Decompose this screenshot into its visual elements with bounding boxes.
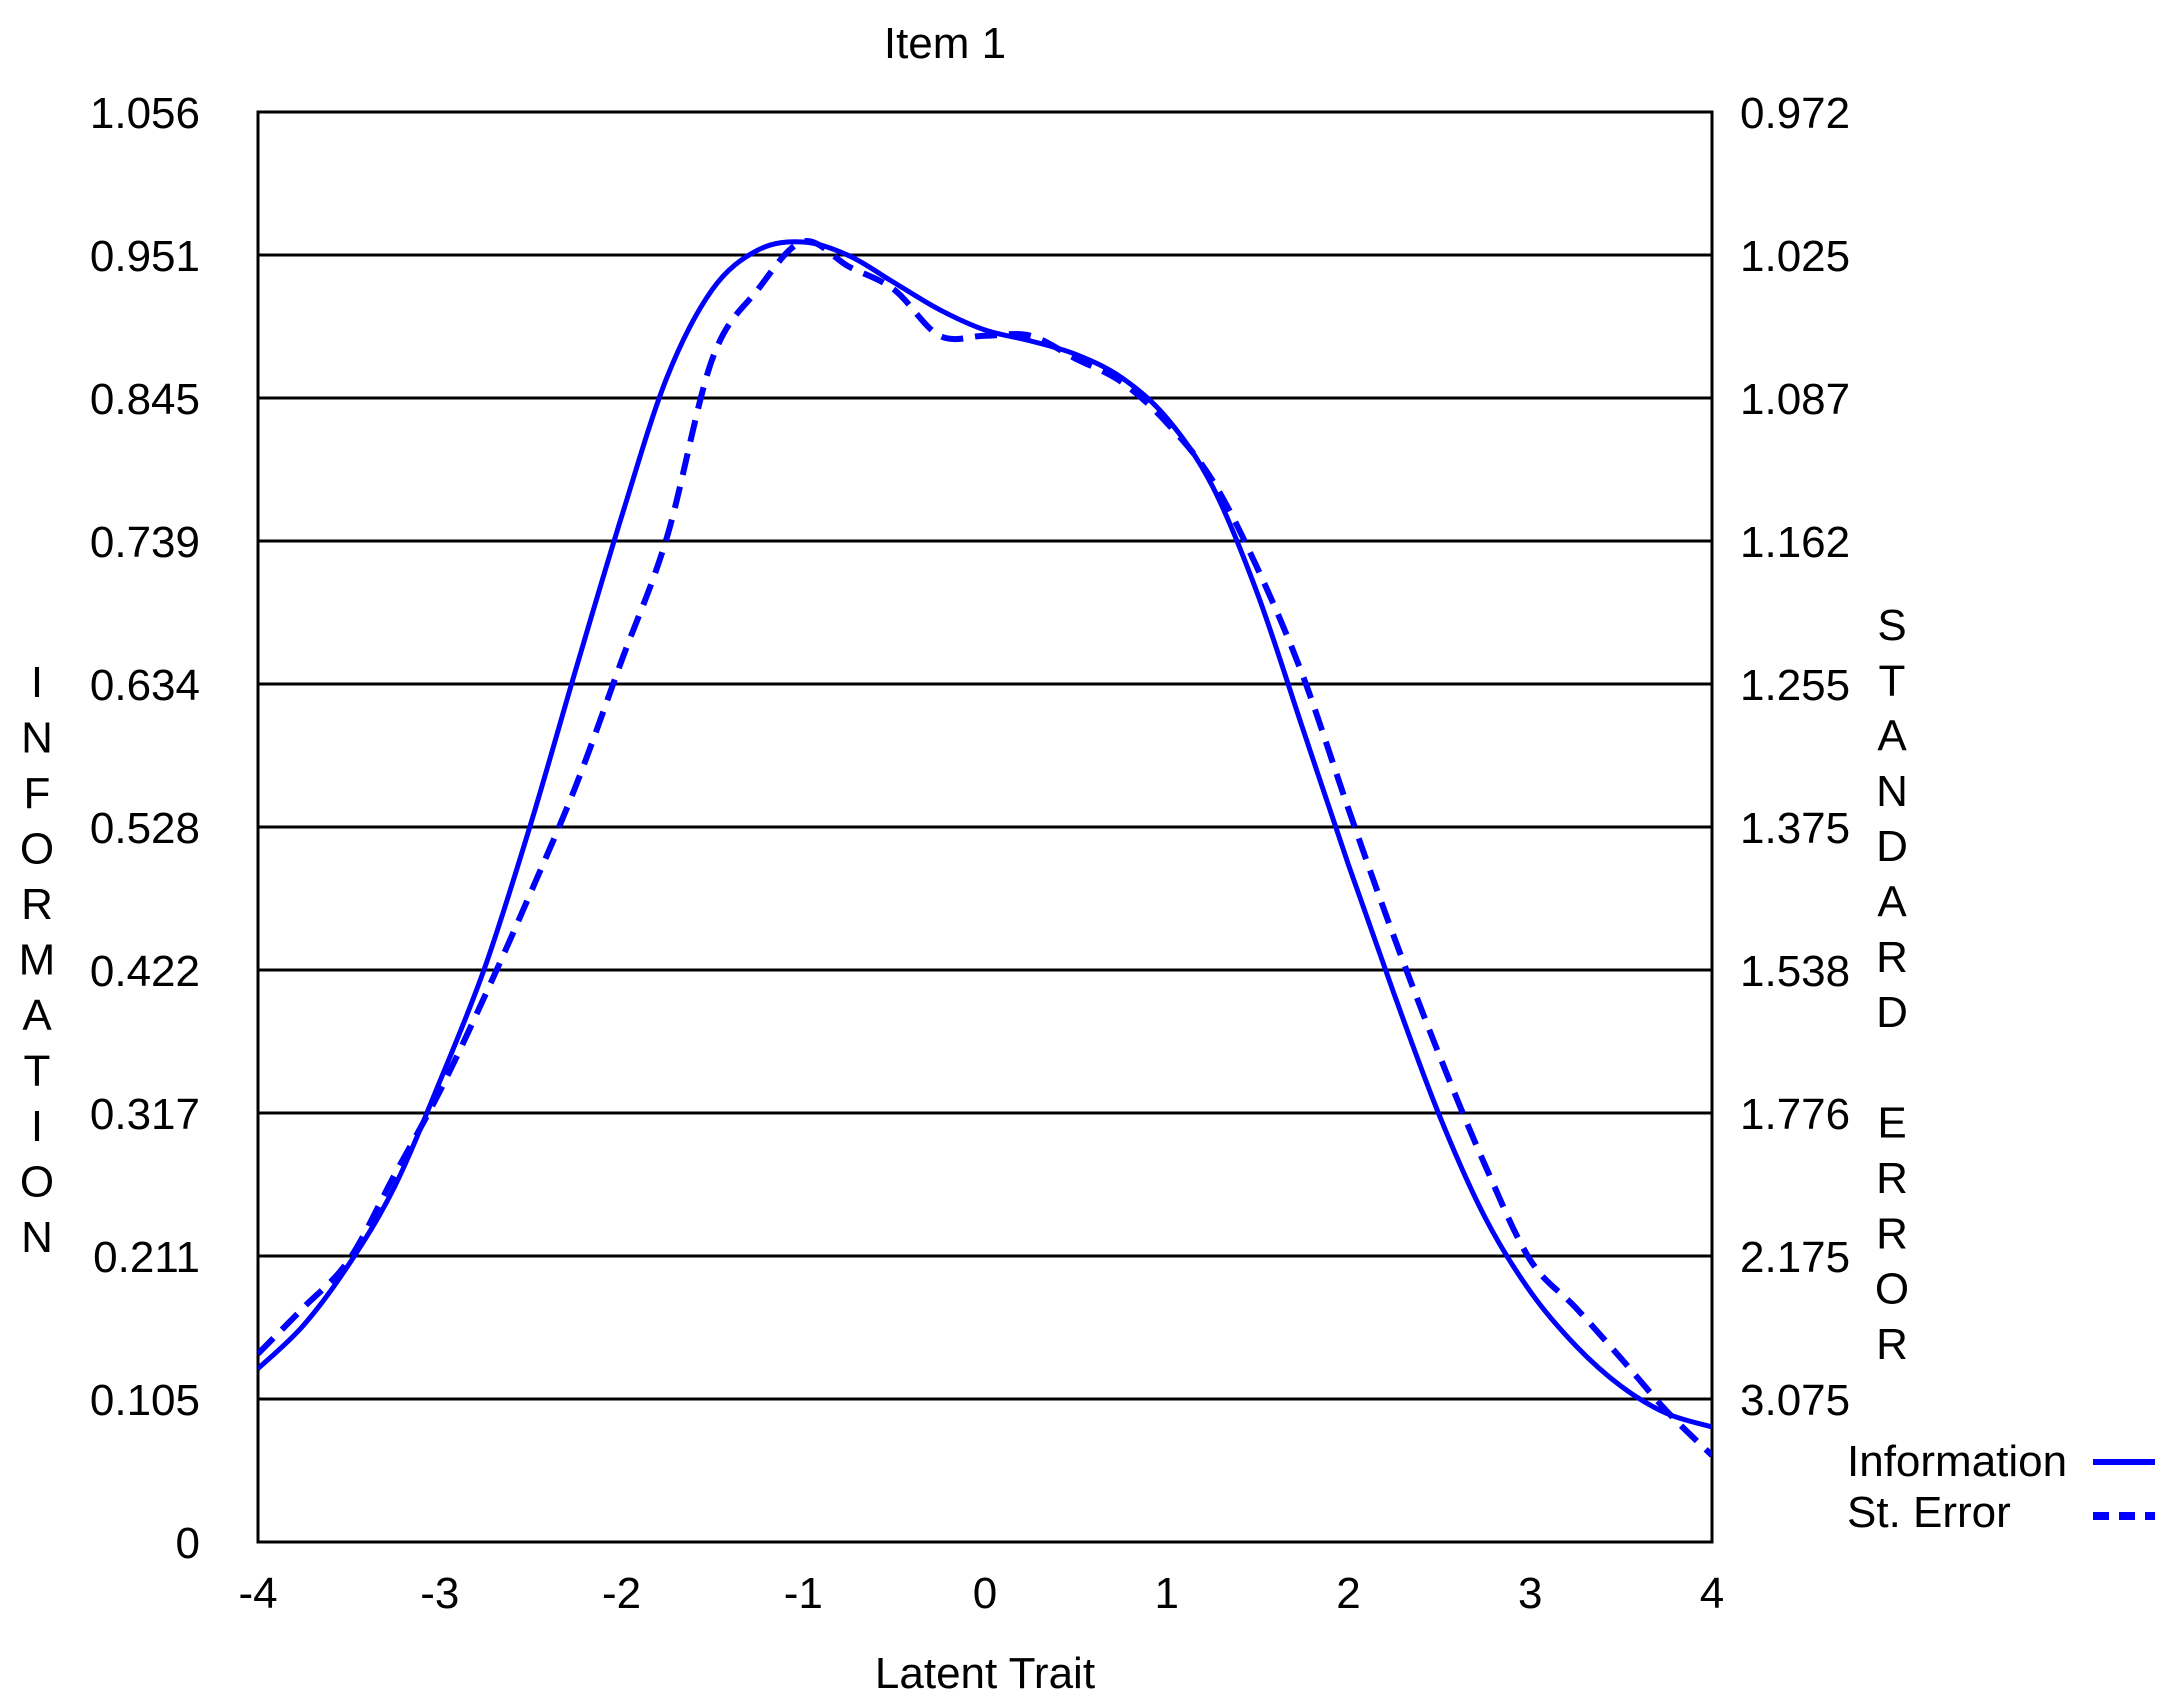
axis-label-letter: F (24, 769, 51, 818)
x-tick-label: -1 (784, 1569, 823, 1618)
y-left-tick-label: 0 (176, 1519, 200, 1568)
y-left-tick-label: 0.317 (90, 1090, 200, 1139)
legend: Information St. Error (1847, 1437, 2155, 1537)
y-left-tick-label: 0.528 (90, 804, 200, 853)
y-left-tick-label: 1.056 (90, 89, 200, 138)
axis-label-letter: I (31, 1102, 43, 1151)
y-right-tick-label: 2.175 (1740, 1233, 1850, 1282)
x-tick-label: -3 (420, 1569, 459, 1618)
axis-label-letter: I (31, 658, 43, 707)
y-left-tick-label: 0.105 (90, 1376, 200, 1425)
y-right-tick-label: 0.972 (1740, 89, 1850, 138)
right-axis-ticks: 3.075 2.175 1.776 1.538 1.375 1.255 1.162 1.087… (1740, 89, 1850, 1425)
axis-label-letter: T (24, 1047, 51, 1096)
plot-area-frame (256, 110, 1714, 1544)
y-left-tick-label: 0.845 (90, 375, 200, 424)
legend-label-information: Information (1847, 1437, 2067, 1486)
y-right-tick-label: 3.075 (1740, 1376, 1850, 1425)
x-tick-label: 4 (1700, 1569, 1724, 1618)
y-left-tick-label: 0.634 (90, 661, 200, 710)
x-tick-label: 2 (1336, 1569, 1360, 1618)
x-tick-label: -4 (238, 1569, 277, 1618)
axis-label-letter: R (21, 880, 53, 929)
axis-label-letter: A (1877, 878, 1907, 927)
st-error-line (258, 238, 1712, 1458)
axis-label-letter: N (21, 1213, 53, 1262)
y-right-tick-label: 1.025 (1740, 232, 1850, 281)
axis-label-letter: O (20, 825, 54, 874)
y-right-tick-label: 1.538 (1740, 947, 1850, 996)
x-tick-label: 3 (1518, 1569, 1542, 1618)
x-tick-label: 0 (973, 1569, 997, 1618)
legend-label-st-error: St. Error (1847, 1488, 2011, 1537)
y-left-tick-label: 0.422 (90, 947, 200, 996)
chart-title: Item 1 (884, 19, 1006, 68)
axis-label-letter: E (1877, 1099, 1906, 1148)
axis-label-letter: O (1875, 1265, 1909, 1314)
axis-label-letter: A (1877, 712, 1907, 761)
left-axis-ticks: 0 0.105 0.211 0.317 0.422 0.528 0.634 0.739 0.84… (90, 89, 200, 1568)
x-tick-label: -2 (602, 1569, 641, 1618)
y-left-tick-label: 0.211 (93, 1233, 200, 1282)
series-layer (258, 238, 1712, 1458)
axis-label-letter: D (1876, 822, 1908, 871)
x-axis-ticks: -4 -3 -2 -1 0 1 2 3 4 (238, 1569, 1724, 1618)
y-right-tick-label: 1.776 (1740, 1090, 1850, 1139)
information-line (258, 239, 1712, 1430)
axis-label-letter: A (22, 991, 52, 1040)
x-tick-label: 1 (1155, 1569, 1179, 1618)
gridlines (258, 253, 1712, 1401)
y-left-tick-label: 0.739 (90, 518, 200, 567)
axis-label-letter: D (1876, 988, 1908, 1037)
y-right-tick-label: 1.375 (1740, 804, 1850, 853)
y-left-tick-label: 0.951 (90, 232, 200, 281)
axis-label-letter: N (1876, 767, 1908, 816)
axis-label-letter: R (1876, 933, 1908, 982)
axis-label-letter: M (19, 936, 56, 985)
axis-label-letter: S (1877, 601, 1906, 650)
y-right-tick-label: 1.087 (1740, 375, 1850, 424)
axis-label-letter: R (1876, 1209, 1908, 1258)
y-right-tick-label: 1.255 (1740, 661, 1850, 710)
axis-label-letter: N (21, 714, 53, 763)
axis-label-letter: R (1876, 1154, 1908, 1203)
axis-label-letter: O (20, 1158, 54, 1207)
x-axis-label: Latent Trait (875, 1649, 1095, 1698)
axis-label-letter: T (1879, 656, 1906, 705)
y-right-tick-label: 1.162 (1740, 518, 1850, 567)
axis-label-letter: R (1876, 1320, 1908, 1369)
